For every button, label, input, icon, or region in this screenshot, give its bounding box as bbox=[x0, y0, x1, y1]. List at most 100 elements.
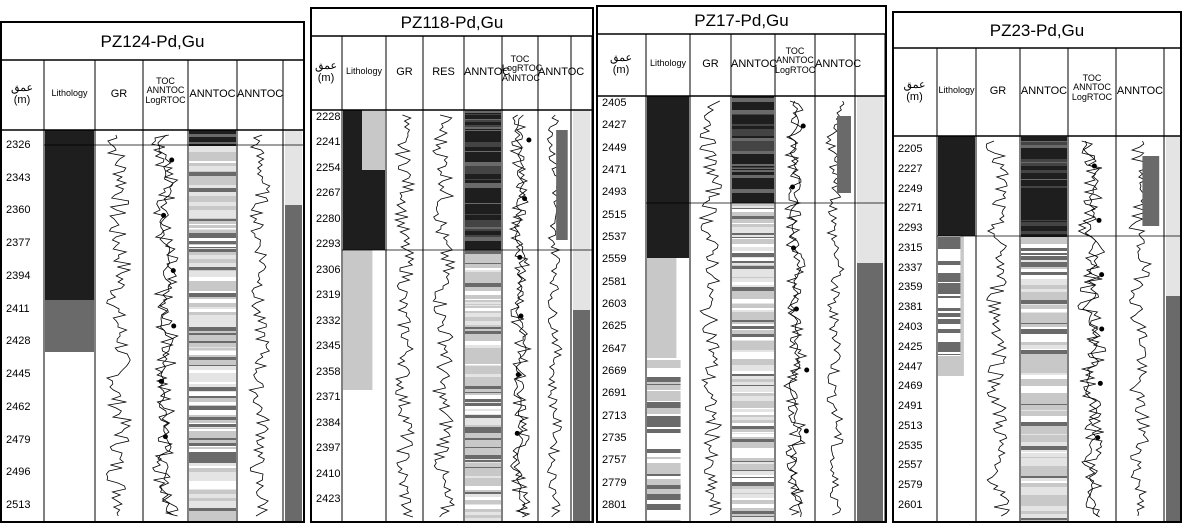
anntoc-band bbox=[465, 147, 501, 148]
anntoc-band bbox=[465, 127, 501, 129]
anntoc-band bbox=[189, 323, 236, 326]
anntoc-band bbox=[189, 446, 236, 447]
anntoc-band bbox=[732, 208, 774, 209]
anntoc-band bbox=[1021, 478, 1067, 481]
anntoc-band bbox=[1021, 194, 1067, 198]
lithology-band bbox=[938, 286, 961, 289]
lithology-band bbox=[938, 238, 961, 241]
anntoc-band bbox=[732, 291, 774, 293]
anntoc-band bbox=[1021, 173, 1067, 175]
anntoc-band bbox=[189, 186, 236, 188]
anntoc-band bbox=[732, 425, 774, 426]
anntoc-band bbox=[465, 497, 501, 500]
anntoc-band bbox=[189, 221, 236, 224]
anntoc-band bbox=[732, 98, 774, 99]
anntoc-band bbox=[1021, 514, 1067, 515]
lithology-band bbox=[647, 479, 681, 484]
anntoc-band bbox=[465, 215, 501, 218]
anntoc-band bbox=[189, 365, 236, 366]
anntoc-band bbox=[732, 508, 774, 510]
lithology-shale bbox=[647, 96, 689, 258]
anntoc-band bbox=[189, 476, 236, 480]
anntoc-band bbox=[189, 183, 236, 185]
anntoc-band bbox=[465, 151, 501, 152]
anntoc-band bbox=[732, 483, 774, 486]
anntoc-band bbox=[732, 166, 774, 167]
anntoc-band bbox=[1021, 334, 1067, 338]
anntoc-band bbox=[1021, 366, 1067, 370]
anntoc-band bbox=[1021, 420, 1067, 422]
anntoc-band bbox=[465, 352, 501, 355]
anntoc-band bbox=[189, 469, 236, 472]
anntoc-band bbox=[1021, 319, 1067, 323]
lithology-band bbox=[647, 429, 681, 433]
track-header-res: RES bbox=[432, 66, 455, 78]
anntoc-band bbox=[1021, 169, 1067, 170]
toc-curve bbox=[1077, 140, 1107, 517]
anntoc-band bbox=[189, 337, 236, 338]
anntoc-band bbox=[732, 471, 774, 475]
lithology-band bbox=[647, 377, 681, 382]
anntoc-band bbox=[1021, 222, 1067, 226]
lithology-band bbox=[938, 296, 961, 298]
anntoc-band bbox=[732, 326, 774, 329]
anntoc-band bbox=[189, 309, 236, 312]
anntoc-band bbox=[1021, 446, 1067, 450]
anntoc-band bbox=[732, 209, 774, 212]
anntoc-band bbox=[1021, 150, 1067, 151]
anntoc-band bbox=[465, 264, 501, 266]
anntoc-band bbox=[732, 196, 774, 200]
lithology-band bbox=[647, 360, 681, 365]
anntoc-band bbox=[465, 447, 501, 448]
depth-label: 2241 bbox=[316, 136, 341, 149]
gr-curve bbox=[393, 114, 416, 518]
anntoc-band bbox=[732, 412, 774, 415]
anntoc-band bbox=[732, 504, 774, 508]
toc-sample-dot bbox=[517, 254, 523, 260]
anntoc-band bbox=[189, 224, 236, 225]
lithology-band bbox=[647, 393, 681, 398]
anntoc-band bbox=[465, 445, 501, 447]
anntoc-band bbox=[465, 418, 501, 419]
lithology-band bbox=[647, 510, 681, 516]
anntoc-band bbox=[465, 409, 501, 410]
anntoc-band bbox=[732, 99, 774, 102]
anntoc-band bbox=[1021, 462, 1067, 466]
anntoc-band bbox=[465, 331, 501, 334]
anntoc-band bbox=[1021, 260, 1067, 262]
anntoc-band bbox=[465, 393, 501, 395]
well-log-graphics bbox=[310, 7, 594, 523]
anntoc-band bbox=[1021, 145, 1067, 148]
lithology-band bbox=[938, 301, 961, 306]
anntoc-band bbox=[1021, 305, 1067, 309]
anntoc-band bbox=[732, 308, 774, 310]
anntoc-band bbox=[1021, 349, 1067, 350]
track-header-toc: TOC ANNTOC LogRTOC bbox=[1071, 73, 1113, 102]
anntoc-band bbox=[465, 280, 501, 283]
depth-label: 2267 bbox=[316, 187, 341, 200]
anntoc-band bbox=[189, 303, 236, 307]
anntoc-band bbox=[189, 391, 236, 392]
anntoc-band bbox=[465, 448, 501, 451]
anntoc-band bbox=[189, 463, 236, 466]
lithology-band bbox=[647, 391, 681, 393]
anntoc-band bbox=[732, 395, 774, 396]
anntoc-band bbox=[1021, 255, 1067, 256]
anntoc-band bbox=[1021, 170, 1067, 173]
anntoc-band bbox=[732, 282, 774, 285]
anntoc-band bbox=[465, 455, 501, 459]
anntoc-band bbox=[1021, 386, 1067, 390]
anntoc-band bbox=[465, 295, 501, 299]
lithology-band bbox=[647, 408, 681, 414]
lithology-band bbox=[647, 466, 681, 469]
lithology-band bbox=[938, 244, 961, 248]
anntoc-band bbox=[189, 282, 236, 285]
anntoc-band bbox=[189, 196, 236, 200]
anntoc-band bbox=[1021, 382, 1067, 386]
anntoc-band bbox=[732, 382, 774, 385]
depth-label: 2377 bbox=[6, 237, 31, 250]
anntoc-band bbox=[465, 345, 501, 348]
toc-sample-dot bbox=[169, 157, 175, 163]
depth-label: 2427 bbox=[602, 119, 627, 132]
anntoc-band bbox=[189, 293, 236, 297]
